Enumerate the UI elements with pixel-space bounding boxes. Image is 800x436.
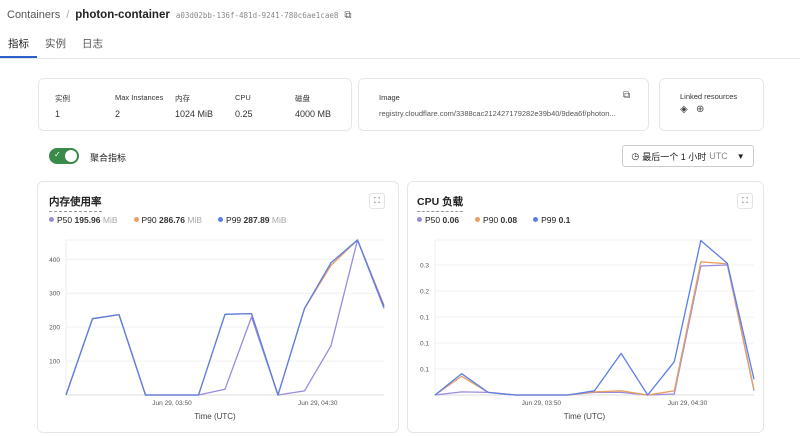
legend-value: 0.1: [558, 215, 571, 225]
legend-value: 287.89: [243, 215, 270, 225]
legend-p50[interactable]: P50 195.96 MiB: [49, 215, 118, 225]
y-tick-label: 0.2: [420, 288, 429, 295]
aggregate-metrics-toggle[interactable]: ✓: [49, 148, 79, 164]
durable-object-icon[interactable]: ◈: [680, 104, 688, 115]
tab-bar: 指标 实例 日志: [0, 36, 111, 58]
breadcrumb: Containers / photon-container a03d02bb-1…: [7, 9, 352, 21]
tab-metrics[interactable]: 指标: [0, 36, 37, 58]
y-tick-label: 100: [49, 359, 60, 366]
series-line-p50: [434, 264, 755, 396]
time-range-dropdown[interactable]: ◷ 最后一个 1 小时 UTC ▼: [622, 145, 754, 167]
globe-icon[interactable]: ⊕: [696, 104, 705, 115]
expand-icon[interactable]: ⛶: [737, 193, 753, 209]
series-line-p90: [65, 239, 385, 396]
series-line-p99: [65, 239, 385, 396]
legend-name: P90: [141, 215, 157, 225]
stat-value-instances: 1: [55, 109, 61, 119]
expand-icon[interactable]: ⛶: [369, 193, 385, 209]
stat-label-cpu: CPU: [235, 93, 251, 102]
tab-logs[interactable]: 日志: [82, 38, 103, 50]
y-tick-label: 300: [49, 291, 60, 298]
check-icon: ✓: [54, 150, 61, 159]
stat-label-max-instances: Max Instances: [115, 93, 164, 102]
linked-resources-label: Linked resources: [680, 92, 738, 101]
stat-label-instances: 实例: [55, 94, 70, 103]
chevron-down-icon: ▼: [736, 151, 745, 161]
container-id: a03d02bb-136f-481d-9241-780c6ae1cae8: [175, 10, 339, 20]
copy-icon[interactable]: ⧉: [344, 9, 352, 21]
stat-value-memory: 1024 MiB: [175, 109, 214, 119]
cpu-chart-card: CPU 负载 ⛶ P50 0.06 P90 0.08 P99 0.1: [407, 181, 764, 433]
y-tick-label: 400: [49, 257, 60, 264]
legend-name: P99: [226, 215, 242, 225]
series-line-p99: [434, 239, 755, 396]
legend-name: P99: [541, 215, 557, 225]
copy-image-icon[interactable]: ⧉: [623, 90, 631, 101]
y-tick-label: 0.3: [420, 262, 429, 269]
cpu-chart-title: CPU 负载: [417, 196, 464, 212]
timezone-label: UTC: [709, 151, 728, 161]
legend-name: P90: [483, 215, 499, 225]
y-tick-label: 200: [49, 325, 60, 332]
series-line-p90: [434, 261, 755, 396]
memory-legend: P50 195.96 MiB P90 286.76 MiB P99 287.89…: [49, 215, 287, 225]
legend-p99[interactable]: P99 0.1: [533, 215, 570, 225]
legend-unit: MiB: [102, 215, 118, 225]
stats-card: 实例 Max Instances 内存 CPU 磁盘 1 2 1024 MiB …: [38, 78, 352, 131]
linked-resources-card: Linked resources ◈ ⊕: [659, 78, 764, 131]
memory-chart-title: 内存使用率: [49, 196, 102, 212]
x-tick-label: Jun 29, 04:30: [668, 400, 708, 407]
legend-value: 0.06: [442, 215, 460, 225]
legend-value: 286.76: [159, 215, 186, 225]
x-axis-label: Time (UTC): [194, 412, 236, 421]
tab-instances[interactable]: 实例: [45, 38, 66, 50]
x-tick-label: Jun 29, 03:50: [522, 400, 562, 407]
legend-p50[interactable]: P50 0.06: [417, 215, 459, 225]
stat-value-cpu: 0.25: [235, 109, 253, 119]
legend-p99[interactable]: P99 287.89 MiB: [218, 215, 287, 225]
stat-value-disk: 4000 MB: [295, 109, 332, 119]
clock-icon: ◷: [631, 150, 640, 161]
container-name: photon-container: [75, 9, 170, 21]
y-tick-label: 0.1: [420, 366, 429, 373]
legend-unit: MiB: [187, 215, 203, 225]
x-tick-label: Jun 29, 03:50: [152, 400, 192, 407]
y-tick-label: 0.1: [420, 340, 429, 347]
stat-value-max-instances: 2: [115, 109, 121, 119]
stat-label-memory: 内存: [175, 94, 190, 103]
legend-value: 0.08: [500, 215, 518, 225]
legend-name: P50: [57, 215, 73, 225]
x-axis-label: Time (UTC): [564, 412, 606, 421]
stat-label-disk: 磁盘: [295, 94, 310, 103]
image-value: registry.cloudflare.com/3388cac212427179…: [379, 109, 616, 118]
legend-value: 195.96: [74, 215, 101, 225]
x-tick-label: Jun 29, 04:30: [298, 400, 338, 407]
toggle-knob: [65, 150, 77, 162]
tab-divider: [0, 58, 800, 59]
legend-unit: MiB: [271, 215, 287, 225]
breadcrumb-separator: /: [66, 9, 70, 21]
legend-p90[interactable]: P90 286.76 MiB: [133, 215, 203, 225]
image-label: Image: [379, 93, 400, 102]
legend-name: P50: [425, 215, 441, 225]
series-line-p50: [65, 239, 385, 396]
time-range-label: 最后一个 1 小时: [642, 151, 707, 162]
breadcrumb-containers-link[interactable]: Containers: [7, 9, 61, 21]
image-card: Image ⧉ registry.cloudflare.com/3388cac2…: [358, 78, 649, 131]
aggregate-metrics-label: 聚合指标: [90, 153, 127, 163]
legend-p90[interactable]: P90 0.08: [475, 215, 517, 225]
y-tick-label: 0.1: [420, 314, 429, 321]
cpu-legend: P50 0.06 P90 0.08 P99 0.1: [417, 215, 570, 225]
